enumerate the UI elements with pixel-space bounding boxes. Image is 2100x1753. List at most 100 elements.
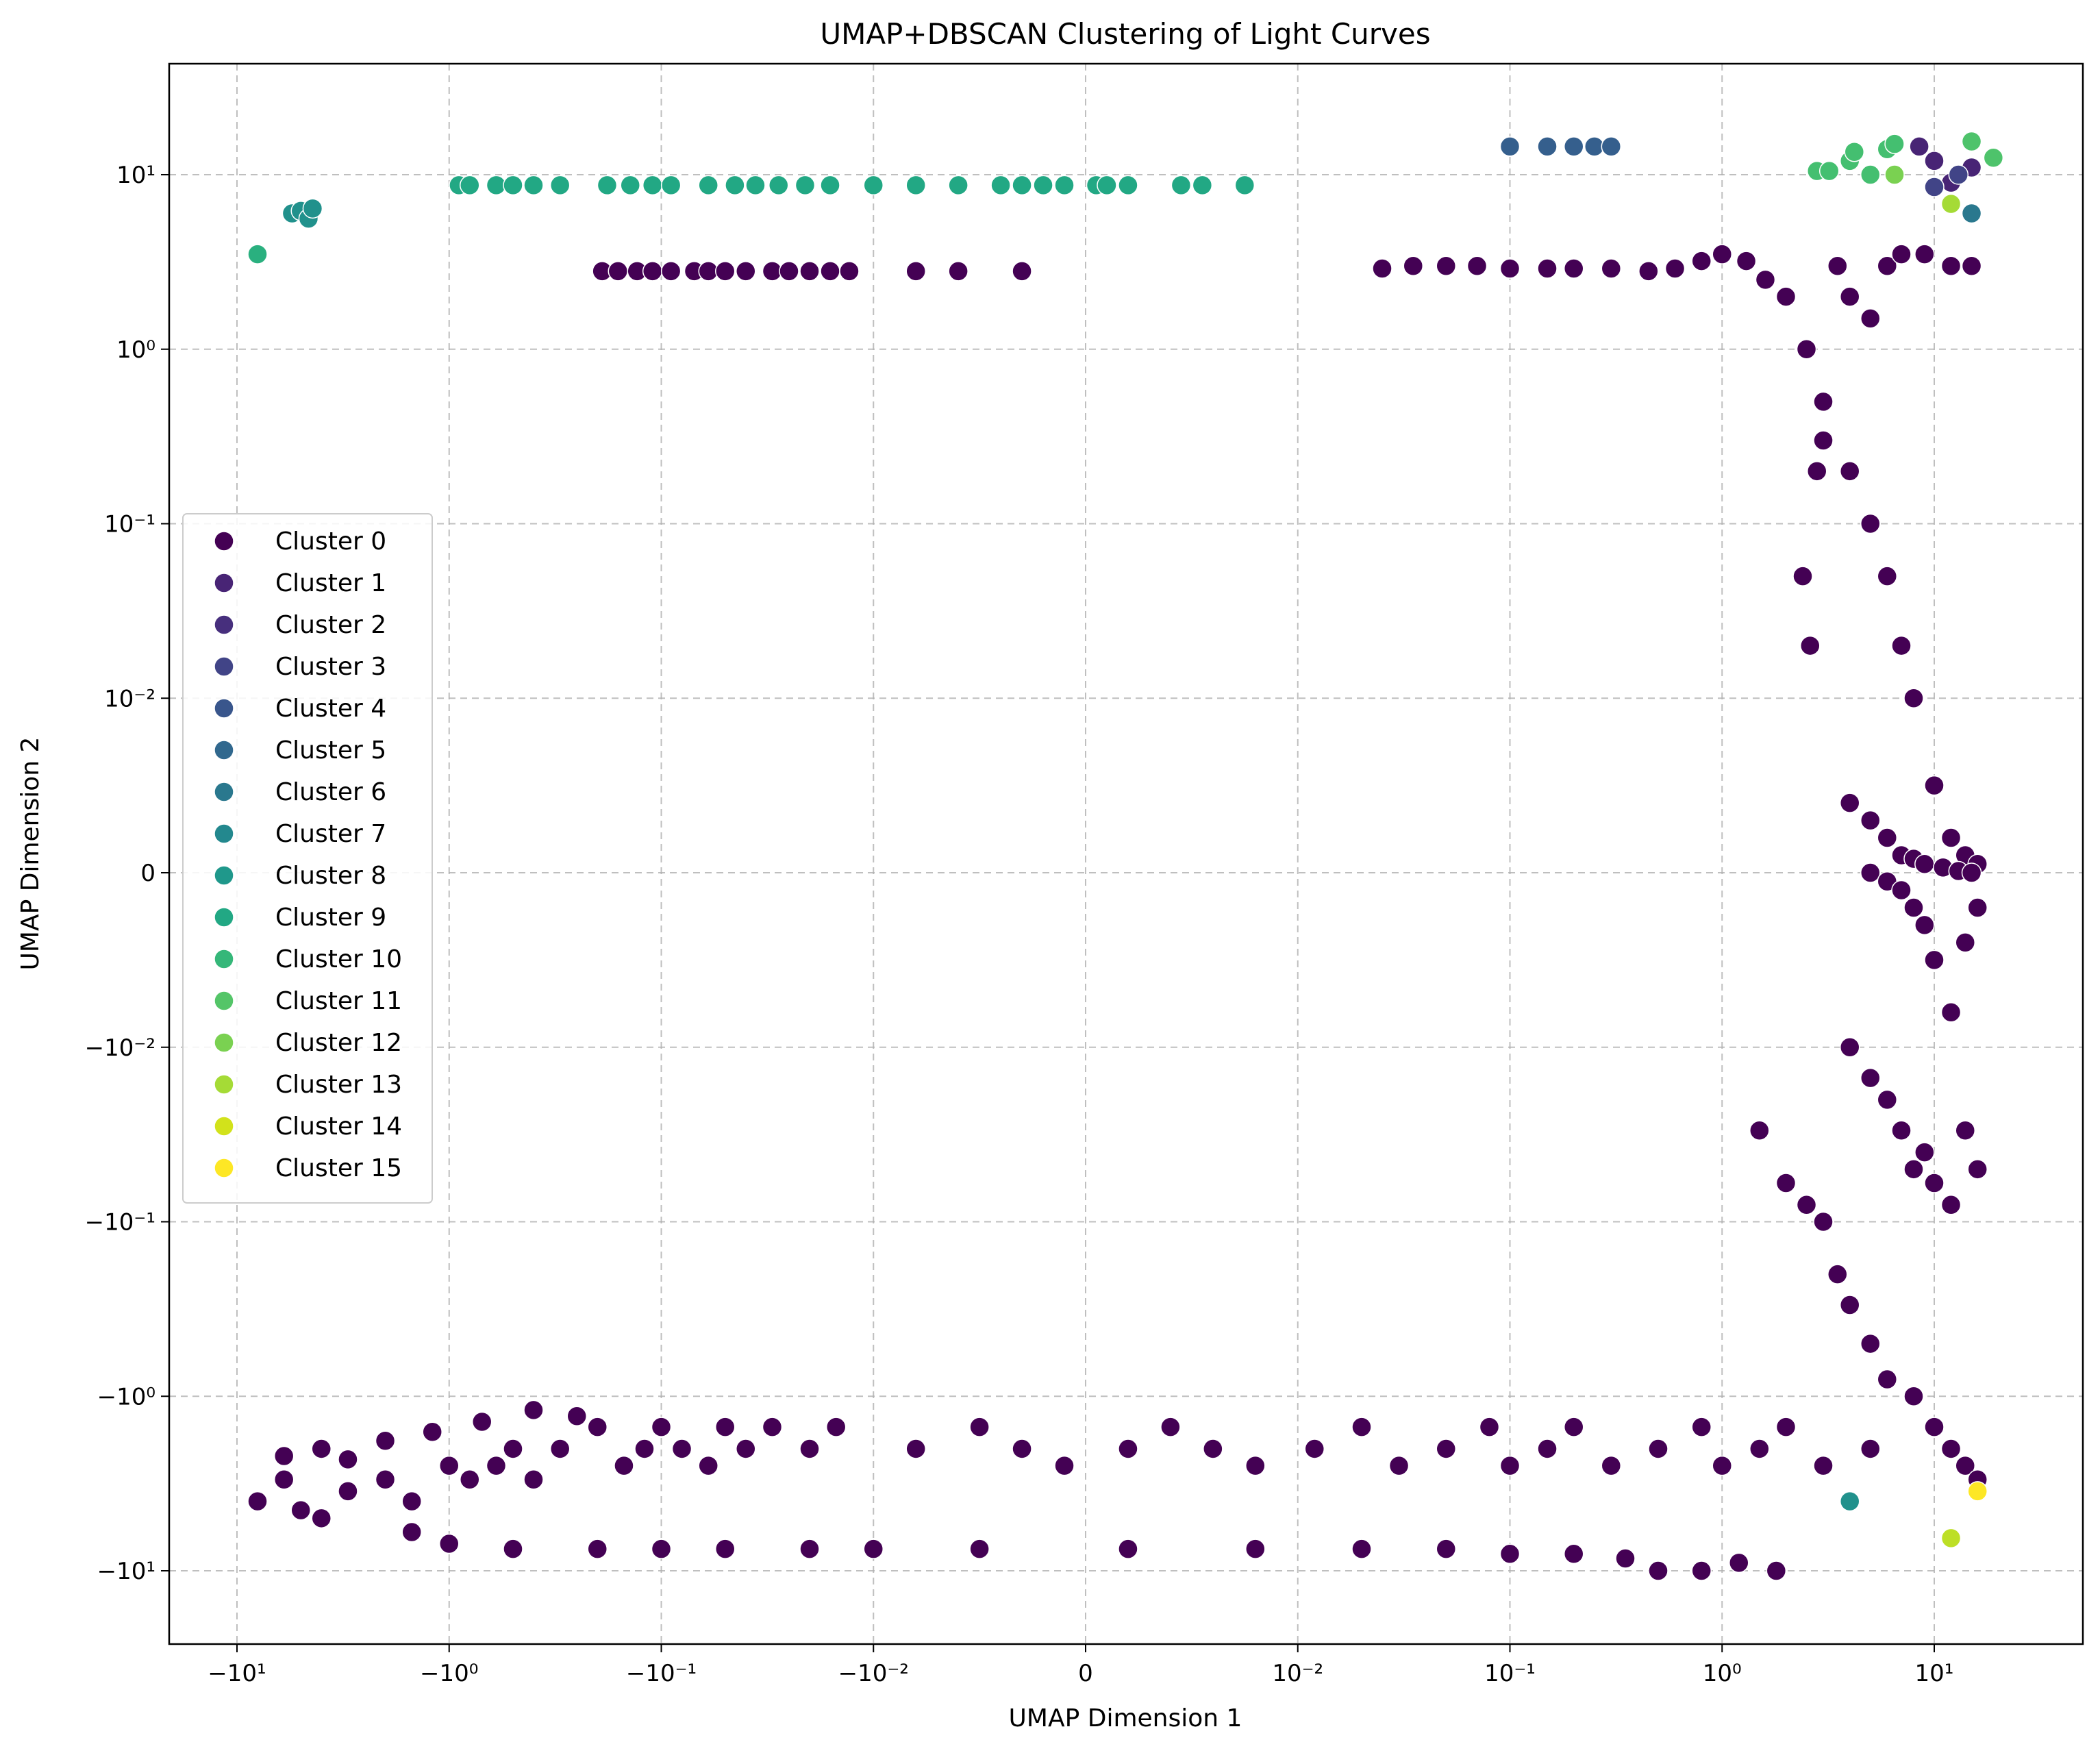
data-points [247,131,2004,1581]
data-point [1118,1539,1138,1559]
data-point [1860,513,1881,534]
data-point [1903,688,1924,708]
data-point [1891,880,1912,901]
y-tick-label: −10⁻² [85,1034,155,1062]
data-point [1940,193,1962,214]
data-point [698,175,718,196]
data-point [1755,269,1776,290]
legend: Cluster 0 Cluster 1 Cluster 2 Cluster 3 Clus… [182,513,433,1204]
data-point [1171,175,1192,196]
data-point [1914,244,1935,264]
data-point [1436,256,1457,276]
legend-entry-label: Cluster 13 [275,1071,402,1099]
data-point [1436,1439,1457,1459]
data-point [714,1539,736,1559]
data-point [660,261,682,282]
data-point [1914,854,1935,875]
data-point [736,1439,756,1459]
data-point [1940,1195,1962,1215]
data-point [1537,258,1558,279]
data-point [990,175,1011,196]
data-point [1372,258,1392,279]
data-point [1466,256,1488,276]
data-point [1245,1455,1266,1476]
data-point [290,1500,311,1521]
data-point [422,1421,442,1442]
data-point [839,261,860,282]
data-point [651,1539,672,1559]
x-tick-label: −10⁻¹ [626,1660,697,1687]
legend-marker [214,740,234,760]
legend-marker [214,991,234,1011]
data-point [1118,1439,1138,1459]
legend-marker [214,823,234,844]
data-point [1827,256,1848,276]
data-point [1955,932,1976,953]
data-point [768,175,789,196]
data-point [1729,1552,1749,1574]
data-point [825,1417,847,1437]
data-point [523,1469,544,1490]
data-point [1615,1548,1636,1569]
data-point [1736,251,1757,271]
data-point [1712,244,1732,264]
data-point [608,261,629,282]
data-point [597,175,618,196]
data-point [1403,256,1424,276]
data-point [905,1439,926,1459]
legend-marker [214,1032,234,1053]
legend-marker [214,865,234,886]
data-point [1940,256,1962,276]
data-point [1749,1120,1770,1141]
data-point [503,1539,523,1559]
data-point [1245,1539,1266,1559]
legend-entry-label: Cluster 0 [275,527,386,556]
data-point [1818,160,1840,182]
data-point [338,1449,358,1470]
data-point [1813,1211,1834,1232]
data-point [660,175,682,196]
y-tick-label: 10⁻¹ [104,511,155,538]
data-point [503,1439,523,1459]
legend-entry-label: Cluster 7 [275,820,386,848]
data-point [1691,1561,1712,1581]
data-point [1903,1386,1924,1406]
data-point [1796,1195,1817,1215]
data-point [1860,1333,1881,1354]
data-point [1664,258,1686,279]
data-point [698,1455,718,1476]
data-point [311,1439,332,1459]
data-point [375,1430,396,1452]
legend-marker [214,949,234,969]
legend-marker [214,531,234,551]
data-point [1914,1142,1935,1163]
x-tick-label: −10⁰ [420,1660,478,1687]
data-point [948,261,968,282]
data-point [1914,915,1935,936]
data-point [1877,1089,1898,1110]
data-point [1940,1002,1962,1023]
data-point [1537,136,1558,157]
data-point [799,1539,820,1559]
data-point [1924,151,1945,171]
legend-marker [214,656,234,677]
data-point [779,261,799,282]
data-point [1924,1417,1945,1437]
data-point [651,1417,672,1437]
y-tick-label: 10⁻² [104,685,155,712]
data-point [905,261,926,282]
data-point [566,1406,587,1427]
data-point [1967,1481,1988,1502]
data-point [1712,1455,1732,1476]
data-point [587,1539,608,1559]
x-axis-ticks: −10¹ −10⁰ −10⁻¹ −10⁻² 0 10⁻² 10⁻¹ 10⁰ 10¹ [208,1644,1953,1687]
data-point [1903,897,1924,918]
y-axis-ticks: 10¹ 10⁰ 10⁻¹ 10⁻² 0 −10⁻² −10⁻¹ −10⁰ −10¹ [85,162,169,1585]
data-point [820,175,840,196]
data-point [1234,175,1255,196]
data-point [1924,775,1945,796]
data-point [1012,261,1032,282]
legend-entry-label: Cluster 10 [275,945,402,973]
data-point [1499,136,1521,157]
data-point [1860,862,1881,883]
